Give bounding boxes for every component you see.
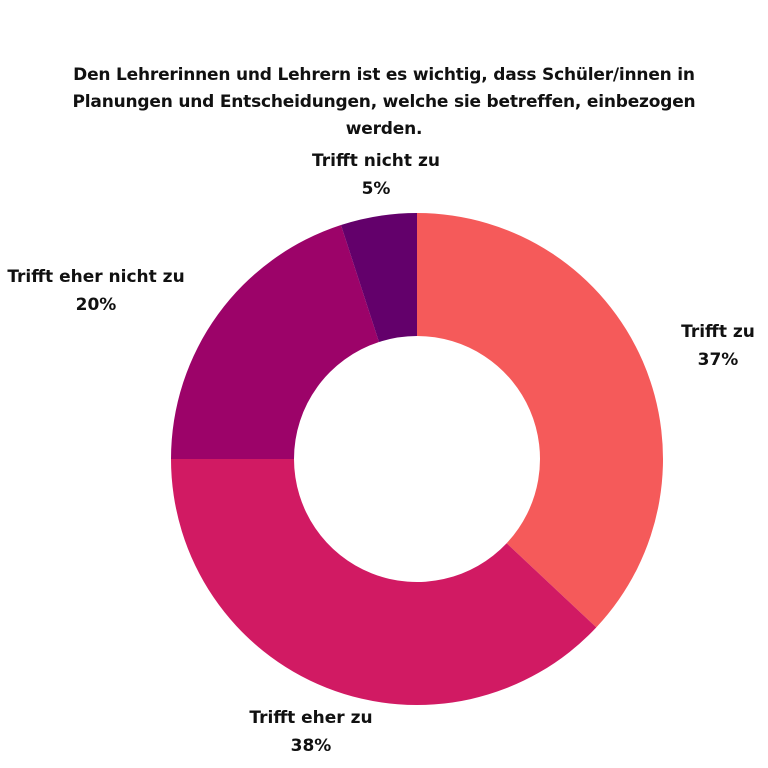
slice-value-label: 20% — [75, 295, 117, 315]
slice-category-label: Trifft eher nicht zu — [7, 267, 185, 287]
slice-value-label: 38% — [290, 736, 332, 756]
donut-slice-trifft-eher-nicht-zu — [171, 225, 379, 459]
slice-category-label: Trifft zu — [681, 322, 755, 342]
donut-slice-trifft-eher-zu — [171, 459, 597, 705]
slice-label-trifft-nicht-zu: Trifft nicht zu 5% — [296, 147, 456, 203]
slice-label-trifft-eher-nicht-zu: Trifft eher nicht zu 20% — [0, 263, 192, 319]
slice-label-trifft-eher-zu: Trifft eher zu 38% — [236, 704, 386, 760]
slice-value-label: 5% — [361, 179, 391, 199]
slice-value-label: 37% — [697, 350, 739, 370]
slice-category-label: Trifft eher zu — [249, 708, 373, 728]
slice-label-trifft-zu: Trifft zu 37% — [672, 318, 764, 374]
donut-slice-trifft-zu — [417, 213, 663, 628]
donut-slice-trifft-nicht-zu — [340, 213, 417, 343]
slice-category-label: Trifft nicht zu — [312, 151, 440, 171]
chart-title: Den Lehrerinnen und Lehrern ist es wicht… — [72, 65, 696, 139]
